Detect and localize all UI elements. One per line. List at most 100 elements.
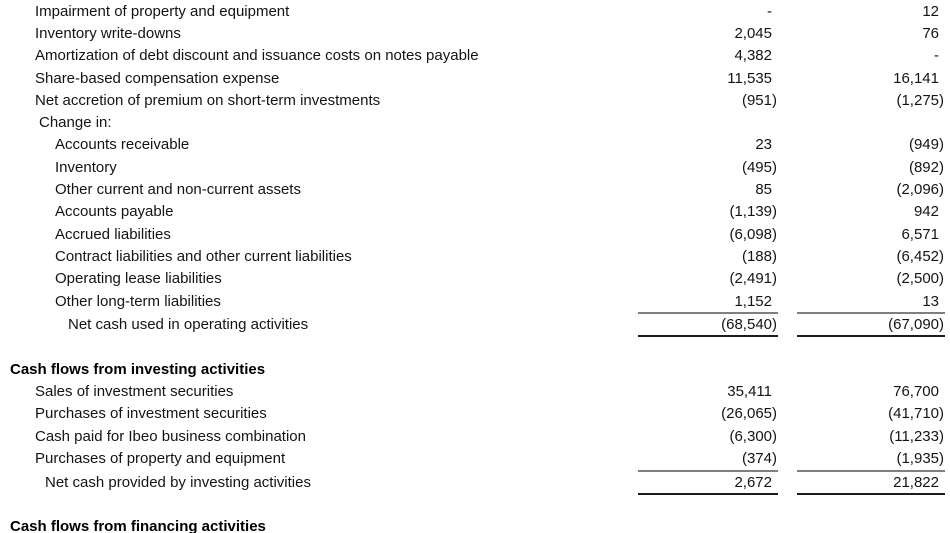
amount-col2: 12 bbox=[922, 2, 939, 20]
right-margin bbox=[945, 45, 950, 67]
column-spacer bbox=[778, 89, 797, 111]
line-item-label: Impairment of property and equipment bbox=[35, 2, 290, 20]
line-item-row: Net accretion of premium on short-term i… bbox=[0, 89, 950, 111]
amount-col2: 16,141 bbox=[893, 69, 939, 87]
amount-col1: 35,411 bbox=[727, 383, 772, 401]
line-item-row: Amortization of debt discount and issuan… bbox=[0, 45, 950, 67]
line-item-row: Accrued liabilities (6,098) 6,571 bbox=[0, 223, 950, 245]
amount-col2: (41,710) bbox=[888, 405, 944, 423]
line-item-label: Contract liabilities and other current l… bbox=[55, 247, 352, 265]
section-gap bbox=[0, 495, 950, 516]
line-item-label: Operating lease liabilities bbox=[55, 270, 222, 288]
section-header-row: Cash flows from financing activities bbox=[0, 516, 950, 533]
line-item-row: Other long-term liabilities 1,152 13 bbox=[0, 290, 950, 312]
column-spacer bbox=[778, 22, 797, 44]
right-margin bbox=[945, 403, 950, 425]
line-item-label: Change in: bbox=[39, 114, 112, 132]
column-spacer bbox=[778, 425, 797, 447]
amount-col1: (374) bbox=[741, 449, 777, 467]
column-spacer bbox=[778, 268, 797, 290]
amount-col1: 1,152 bbox=[734, 292, 772, 310]
line-item-row: Inventory (495) (892) bbox=[0, 156, 950, 178]
line-item-row: Accounts payable (1,139) 942 bbox=[0, 201, 950, 223]
amount-col2: (11,233) bbox=[889, 427, 944, 445]
line-item-label: Cash paid for Ibeo business combination bbox=[35, 427, 306, 445]
line-item-label: Inventory write-downs bbox=[35, 24, 181, 42]
line-item-label: Share-based compensation expense bbox=[35, 69, 280, 87]
line-item-label: Purchases of property and equipment bbox=[35, 449, 286, 467]
line-item-row: Contract liabilities and other current l… bbox=[0, 245, 950, 267]
column-spacer bbox=[778, 290, 797, 312]
amount-col1: (68,540) bbox=[638, 312, 778, 338]
line-item-row: Operating lease liabilities (2,491) (2,500… bbox=[0, 268, 950, 290]
line-item-label: Sales of investment securities bbox=[35, 383, 234, 401]
amount-col1: (951) bbox=[741, 91, 777, 109]
amount-col1: (1,139) bbox=[729, 203, 777, 221]
amount-col2: (6,452) bbox=[896, 247, 944, 265]
section-gap bbox=[0, 337, 950, 358]
amount-col1: 85 bbox=[755, 181, 772, 199]
column-spacer bbox=[778, 380, 797, 402]
amount-col2: 76 bbox=[922, 24, 939, 42]
amount-col2: 76,700 bbox=[893, 383, 939, 401]
amount-col2: (892) bbox=[908, 158, 944, 176]
right-margin bbox=[945, 447, 950, 469]
amount-col2: - bbox=[934, 47, 939, 65]
column-spacer bbox=[778, 134, 797, 156]
column-spacer bbox=[778, 223, 797, 245]
amount-col2: 6,571 bbox=[901, 225, 939, 243]
total-row: Net cash provided by investing activitie… bbox=[0, 469, 950, 495]
section-financing-activities: Cash flows from financing activities bbox=[0, 516, 950, 533]
line-item-label: Net accretion of premium on short-term i… bbox=[35, 91, 381, 109]
right-margin bbox=[945, 156, 950, 178]
amount-col1: (188) bbox=[741, 247, 777, 265]
amount-col2: (1,275) bbox=[896, 91, 944, 109]
amount-col1: 11,535 bbox=[727, 69, 772, 87]
right-margin bbox=[945, 111, 950, 133]
right-margin bbox=[945, 89, 950, 111]
column-spacer bbox=[778, 201, 797, 223]
line-item-row: Sales of investment securities 35,411 76,7… bbox=[0, 380, 950, 402]
amount-col2: 942 bbox=[913, 203, 939, 221]
amount-col2: (67,090) bbox=[797, 312, 945, 338]
right-margin bbox=[945, 67, 950, 89]
column-spacer bbox=[778, 178, 797, 200]
column-spacer bbox=[778, 45, 797, 67]
right-margin bbox=[945, 0, 950, 22]
line-item-label: Other current and non-current assets bbox=[55, 181, 301, 199]
column-spacer bbox=[778, 470, 797, 495]
section-operating-activities-tail: Impairment of property and equipment - 12 I… bbox=[0, 0, 950, 338]
right-margin bbox=[945, 245, 950, 267]
amount-col1: (26,065) bbox=[721, 405, 777, 423]
line-item-row: Change in: bbox=[0, 111, 950, 133]
section-title: Cash flows from financing activities bbox=[10, 518, 266, 533]
line-item-row: Other current and non-current assets 85 (2… bbox=[0, 178, 950, 200]
section-title: Cash flows from investing activities bbox=[10, 360, 266, 378]
amount-col1: 23 bbox=[755, 136, 772, 154]
amount-col1: 4,382 bbox=[734, 47, 772, 65]
amount-col2: 13 bbox=[922, 292, 939, 310]
column-spacer bbox=[778, 67, 797, 89]
right-margin bbox=[945, 134, 950, 156]
right-margin bbox=[945, 201, 950, 223]
amount-col1: 2,045 bbox=[734, 24, 772, 42]
right-margin bbox=[945, 380, 950, 402]
amount-col1: (6,098) bbox=[729, 225, 777, 243]
amount-col1: 2,672 bbox=[638, 469, 778, 495]
line-item-row: Purchases of investment securities (26,06… bbox=[0, 403, 950, 425]
section-header-row: Cash flows from investing activities bbox=[0, 358, 950, 380]
line-item-row: Purchases of property and equipment (374)… bbox=[0, 447, 950, 469]
column-spacer bbox=[778, 111, 797, 133]
column-spacer bbox=[778, 156, 797, 178]
amount-col1: (2,491) bbox=[729, 270, 777, 288]
section-investing-activities: Cash flows from investing activities Sale… bbox=[0, 358, 950, 495]
column-spacer bbox=[778, 447, 797, 469]
amount-col1: (495) bbox=[741, 158, 777, 176]
right-margin bbox=[945, 312, 950, 337]
line-item-label: Net cash provided by investing activitie… bbox=[45, 473, 311, 491]
right-margin bbox=[945, 223, 950, 245]
line-item-label: Accrued liabilities bbox=[55, 225, 171, 243]
amount-col1: - bbox=[767, 2, 772, 20]
column-spacer bbox=[778, 245, 797, 267]
